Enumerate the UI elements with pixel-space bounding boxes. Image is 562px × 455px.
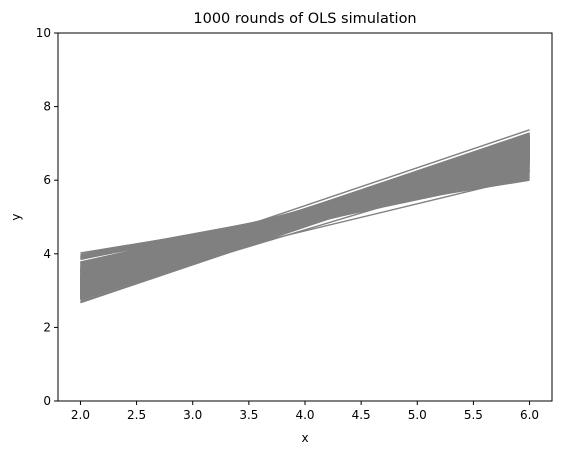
x-tick-label: 2.5 — [127, 408, 146, 422]
x-tick-label: 5.0 — [408, 408, 427, 422]
y-tick-label: 2 — [43, 320, 51, 334]
y-tick-label: 4 — [43, 247, 51, 261]
simulation-lines — [80, 129, 530, 304]
chart-title: 1000 rounds of OLS simulation — [193, 11, 416, 27]
x-tick-label: 4.0 — [295, 408, 314, 422]
y-axis: 0 2 4 6 8 10 — [36, 26, 58, 408]
x-axis: 2.0 2.5 3.0 3.5 4.0 4.5 5.0 5.5 6.0 — [71, 401, 539, 422]
x-axis-label: x — [301, 431, 308, 445]
x-tick-label: 4.5 — [352, 408, 371, 422]
simulation-line — [80, 146, 530, 300]
y-tick-label: 8 — [43, 100, 51, 114]
x-tick-label: 3.5 — [239, 408, 258, 422]
y-axis-label: y — [9, 213, 23, 220]
x-tick-label: 5.5 — [464, 408, 483, 422]
y-tick-label: 0 — [43, 394, 51, 408]
simulation-line — [80, 143, 530, 297]
x-tick-label: 2.0 — [71, 408, 90, 422]
simulation-line — [80, 137, 530, 291]
y-tick-label: 10 — [36, 26, 51, 40]
y-tick-label: 6 — [43, 173, 51, 187]
simulation-line — [80, 140, 530, 294]
x-tick-label: 6.0 — [520, 408, 539, 422]
x-tick-label: 3.0 — [183, 408, 202, 422]
simulation-line — [80, 139, 530, 293]
